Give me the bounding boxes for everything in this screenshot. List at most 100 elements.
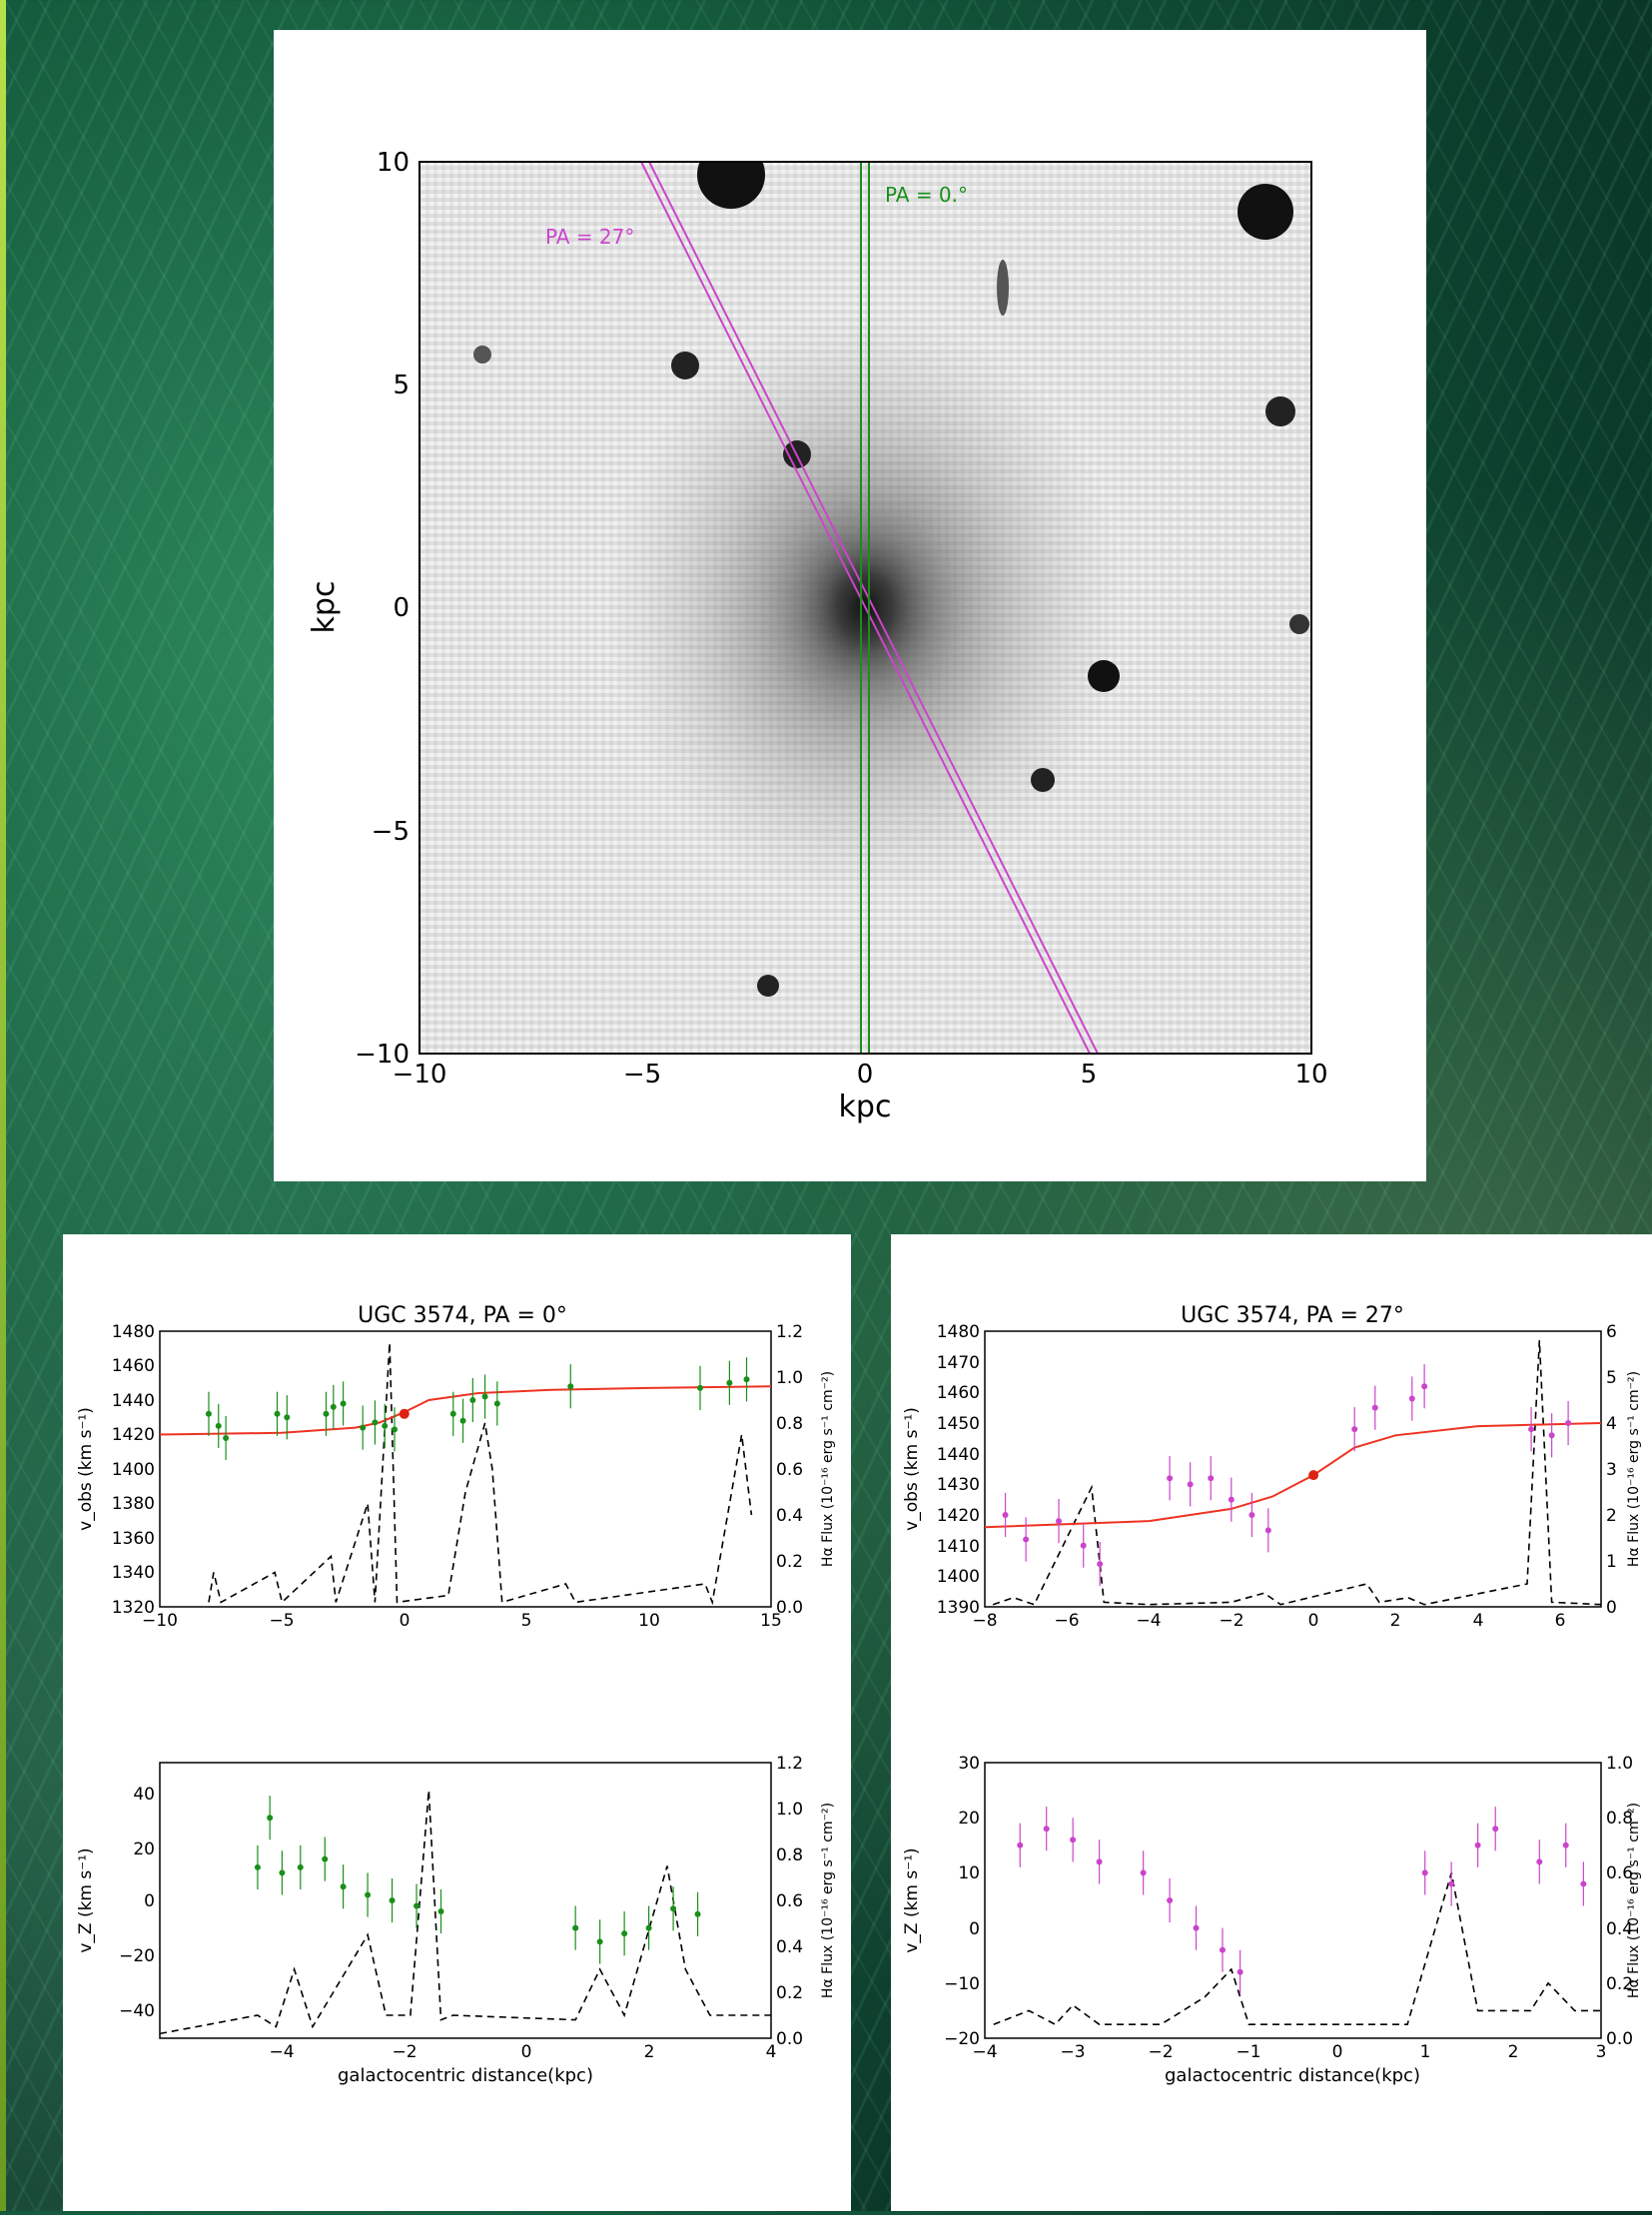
bottom-right-ticks: 1.2 1.0 0.8 0.6 0.4 0.2 0.0 [776, 1754, 803, 2049]
data-point [459, 1417, 466, 1424]
center-point [399, 1408, 410, 1419]
image-y-ticks: 10 5 0 −5 −10 [355, 148, 410, 1070]
y-tick-label: −10 [944, 1974, 980, 1994]
x-tick-label: 6 [1555, 1611, 1566, 1631]
pa27-figure: UGC 3574, PA = 27° 1480 1470 1460 1450 1… [902, 1303, 1642, 2086]
data-point [1248, 1512, 1255, 1518]
galaxy-image-panel: PA = 27° PA = 0.° −10 −5 0 5 10 10 5 0 −… [274, 30, 1426, 1181]
bottom-y2-label: Hα Flux (10⁻¹⁶ erg s⁻¹ cm⁻²) [820, 1803, 836, 1998]
y2-tick-label: 1.2 [776, 1754, 803, 1774]
bottom-y-label: v_Z (km s⁻¹) [902, 1847, 922, 1952]
star [1289, 614, 1309, 634]
bottom-axes-frame [159, 1762, 772, 2039]
data-point [726, 1379, 733, 1386]
x-tick-label: 2 [1390, 1611, 1401, 1631]
x-tick-label: 1 [1420, 2042, 1431, 2062]
y2-tick-label: 0.8 [776, 1414, 803, 1434]
y-tick-label: 1380 [112, 1494, 155, 1514]
data-point [670, 1905, 677, 1912]
data-point [437, 1908, 444, 1915]
data-point [1474, 1842, 1481, 1848]
data-point [481, 1393, 488, 1400]
data-point [223, 1434, 230, 1441]
window-edge [0, 0, 6, 2211]
data-point [1097, 1561, 1104, 1568]
x-tick-label: −2 [1219, 1611, 1243, 1631]
rotation-model-curve [159, 1385, 772, 1436]
y-tick-label: 1450 [937, 1414, 980, 1434]
vobs-plot-area [984, 1340, 1602, 1606]
top-y2-label: Hα Flux (10⁻¹⁶ erg s⁻¹ cm⁻²) [1626, 1371, 1642, 1567]
star [671, 352, 699, 379]
y-tick-label: 1440 [937, 1445, 980, 1465]
data-point [1421, 1383, 1428, 1390]
data-point [1264, 1527, 1271, 1534]
data-point [1070, 1837, 1077, 1844]
image-frame [418, 161, 1312, 1055]
halpha-flux-line [992, 1340, 1602, 1606]
data-point [1096, 1858, 1103, 1865]
x-tick-label: 15 [760, 1611, 782, 1631]
data-point [645, 1924, 652, 1931]
y-tick-label: 1360 [112, 1529, 155, 1549]
data-point [1080, 1542, 1087, 1549]
bottom-y-ticks: 30 20 10 0 −10 −20 [944, 1754, 980, 2049]
y-tick-label: 5 [393, 370, 410, 400]
data-point [1580, 1880, 1587, 1887]
y-tick-label: 30 [958, 1754, 980, 1774]
data-point [215, 1422, 222, 1429]
y2-tick-label: 1 [1606, 1552, 1617, 1572]
data-point [743, 1376, 750, 1383]
data-point [365, 1891, 372, 1898]
y2-tick-label: 5 [1606, 1368, 1617, 1388]
data-point [1536, 1858, 1543, 1865]
data-point [1371, 1404, 1378, 1411]
y2-tick-label: 0.4 [776, 1937, 803, 1957]
top-x-ticks: −8 −6 −4 −2 0 2 4 6 [972, 1611, 1565, 1631]
data-point [1408, 1395, 1415, 1402]
plot-title: UGC 3574, PA = 27° [1181, 1303, 1404, 1328]
data-point [1528, 1426, 1535, 1433]
y2-tick-label: 0 [1606, 1598, 1617, 1618]
data-point [267, 1815, 274, 1822]
x-tick-label: 5 [521, 1611, 532, 1631]
y-tick-label: 1320 [112, 1598, 155, 1618]
data-point [1351, 1426, 1358, 1433]
y2-tick-label: 0.2 [776, 1552, 803, 1572]
slit-pa27-line [648, 162, 1099, 1054]
image-y-label: kpc [307, 581, 342, 634]
slit-pa0-label: PA = 0.° [885, 183, 968, 207]
top-y2-label: Hα Flux (10⁻¹⁶ erg s⁻¹ cm⁻²) [820, 1371, 836, 1567]
data-point [449, 1410, 456, 1417]
data-point [1492, 1826, 1499, 1833]
y-tick-label: 1480 [937, 1322, 980, 1342]
y-tick-label: 1420 [112, 1425, 155, 1445]
y2-tick-label: 0.0 [1606, 2029, 1633, 2049]
data-point [1219, 1946, 1226, 1953]
data-point [1237, 1968, 1243, 1975]
data-point [340, 1883, 347, 1890]
data-point [372, 1419, 379, 1426]
star [757, 975, 779, 997]
galaxy-image-figure: PA = 27° PA = 0.° −10 −5 0 5 10 10 5 0 −… [307, 148, 1328, 1124]
vz-plot-area [993, 1807, 1601, 2026]
star [697, 162, 765, 209]
x-tick-label: 2 [1508, 2042, 1519, 2062]
bottom-x-ticks: −4 −2 0 2 4 [269, 2042, 776, 2062]
top-x-ticks: −10 −5 0 5 10 15 [142, 1611, 782, 1631]
x-tick-label: −6 [1054, 1611, 1079, 1631]
x-tick-label: 10 [638, 1611, 660, 1631]
bottom-x-ticks: −4 −3 −2 −1 0 1 2 3 [972, 2042, 1606, 2062]
pa27-plot-panel: UGC 3574, PA = 27° 1480 1470 1460 1450 1… [891, 1234, 1652, 2211]
y-tick-label: 20 [958, 1809, 980, 1829]
image-x-label: kpc [839, 1090, 892, 1124]
x-tick-label: 0 [400, 1611, 411, 1631]
star [1238, 184, 1293, 240]
x-tick-label: −3 [1060, 2042, 1085, 2062]
top-right-ticks: 6 5 4 3 2 1 0 [1606, 1322, 1617, 1618]
slit-pa27-label: PA = 27° [545, 225, 634, 249]
data-point [621, 1930, 628, 1937]
x-axis-label: galactocentric distance(kpc) [1165, 2065, 1420, 2086]
y-tick-label: 1390 [937, 1598, 980, 1618]
x-tick-label: 0 [1332, 2042, 1343, 2062]
